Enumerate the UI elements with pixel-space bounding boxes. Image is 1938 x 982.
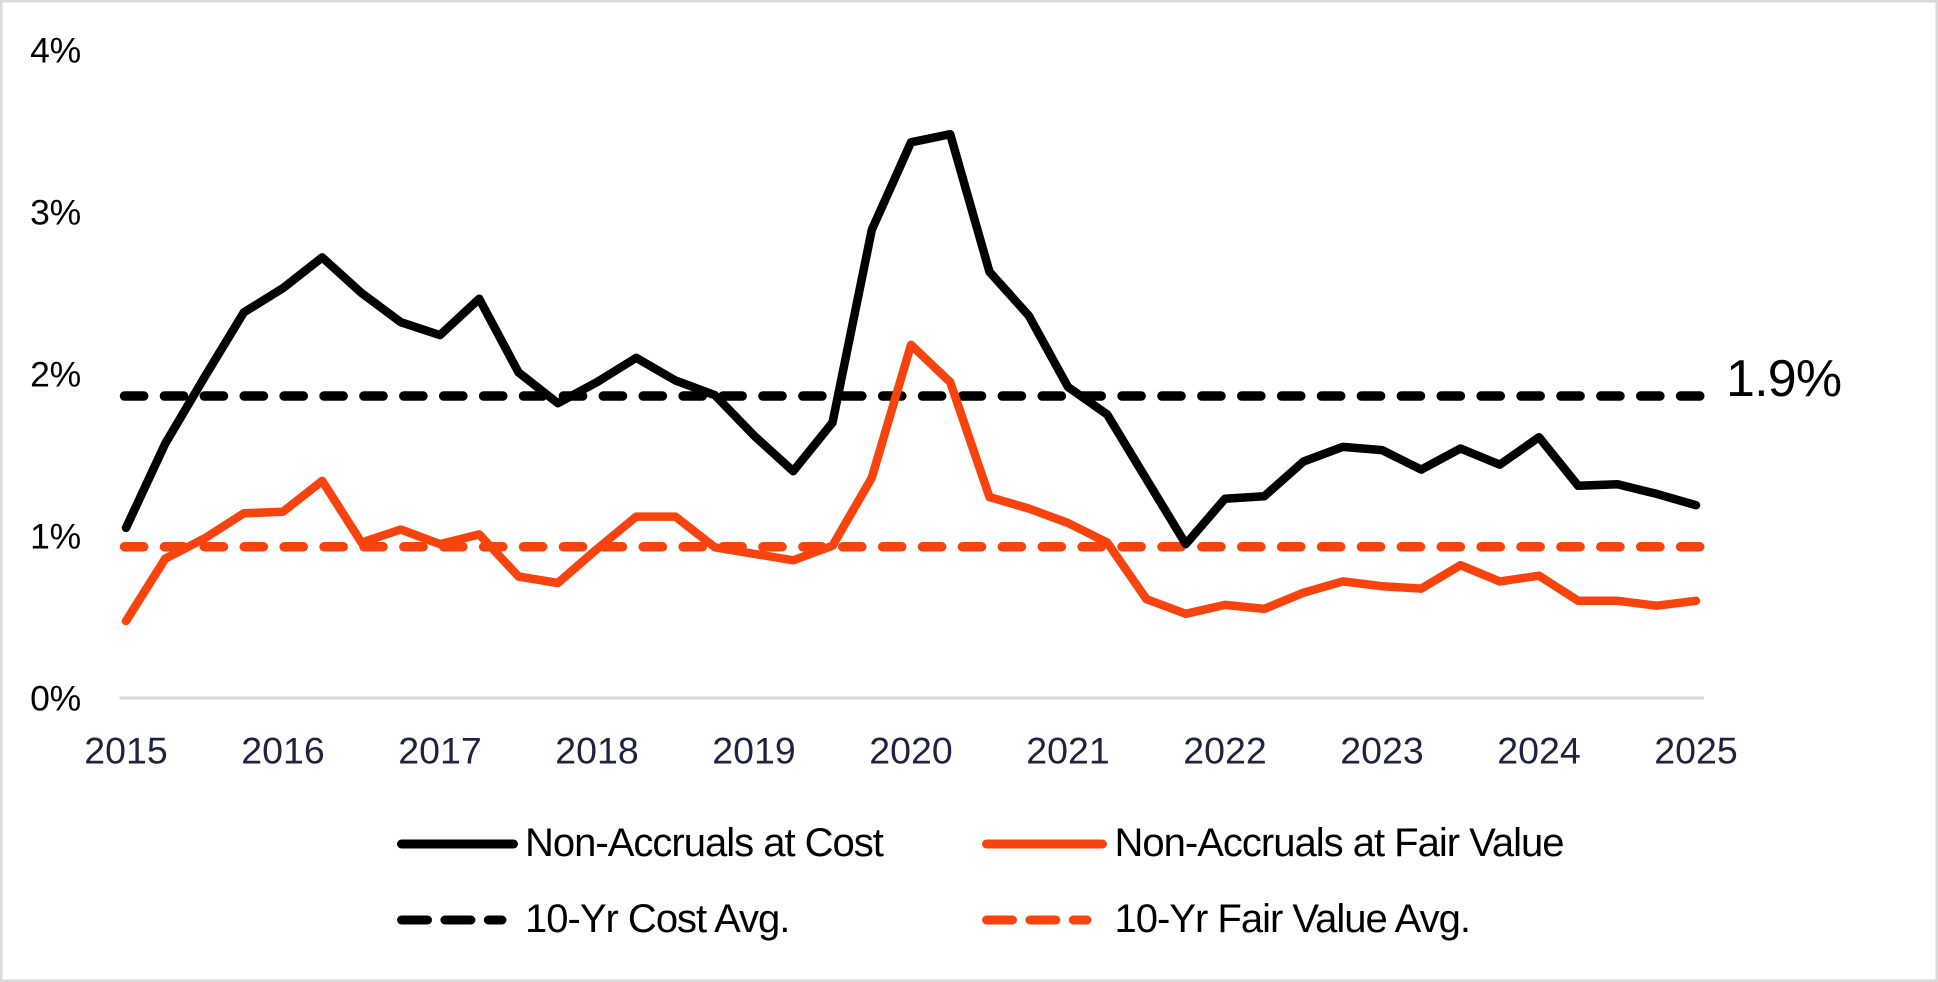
svg-text:0%: 0%	[30, 679, 81, 719]
svg-text:3%: 3%	[30, 193, 81, 233]
svg-text:1%: 1%	[30, 517, 81, 557]
svg-text:10-Yr Cost Avg.: 10-Yr Cost Avg.	[525, 897, 789, 941]
svg-text:Non-Accruals at Fair Value: Non-Accruals at Fair Value	[1115, 821, 1564, 865]
svg-text:1.9%: 1.9%	[1726, 350, 1841, 408]
svg-text:4%: 4%	[30, 31, 81, 71]
svg-text:2019: 2019	[712, 730, 795, 772]
svg-text:2025: 2025	[1654, 730, 1737, 772]
svg-text:2020: 2020	[869, 730, 952, 772]
svg-text:2018: 2018	[555, 730, 638, 772]
svg-text:Non-Accruals at Cost: Non-Accruals at Cost	[525, 821, 884, 865]
svg-text:2024: 2024	[1497, 730, 1580, 772]
svg-text:2017: 2017	[398, 730, 481, 772]
svg-text:2015: 2015	[84, 730, 167, 772]
svg-text:2021: 2021	[1026, 730, 1109, 772]
svg-text:2016: 2016	[241, 730, 324, 772]
svg-text:2023: 2023	[1340, 730, 1423, 772]
svg-text:2022: 2022	[1183, 730, 1266, 772]
svg-text:10-Yr Fair Value Avg.: 10-Yr Fair Value Avg.	[1115, 897, 1470, 941]
svg-text:2%: 2%	[30, 355, 81, 395]
